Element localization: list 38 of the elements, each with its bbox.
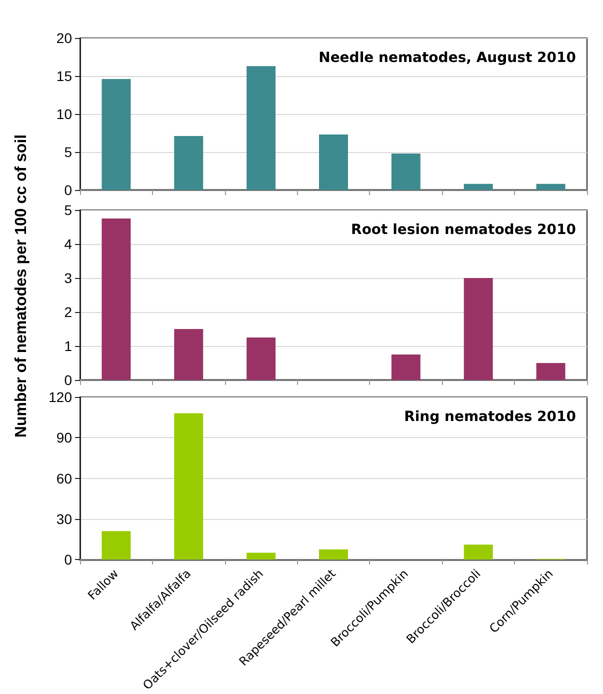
text: Needle nematodes, August 2010: [318, 50, 576, 66]
y-tick-label: 4: [64, 236, 72, 252]
y-tick-label: 5: [64, 202, 72, 218]
y-tick-label: 0: [64, 372, 72, 388]
bar: [246, 552, 276, 560]
text: Ring nematodes 2010: [404, 409, 576, 425]
bar: [174, 413, 204, 560]
bar: [464, 184, 493, 190]
y-tick-label: 5: [64, 144, 72, 160]
bar: [536, 184, 566, 190]
y-tick-label: 60: [56, 470, 72, 486]
y-tick-label: 90: [56, 430, 72, 446]
text: Root lesion nematodes 2010: [351, 222, 576, 238]
y-tick-label: 0: [64, 552, 72, 568]
y-tick-label: 30: [56, 510, 72, 527]
bar: [464, 544, 493, 560]
y-tick-label: 20: [56, 30, 72, 46]
bar: [391, 154, 420, 190]
bar: [102, 79, 131, 190]
y-axis-title: Number of nematodes per 100 cc of soil: [13, 134, 31, 438]
bar: [391, 354, 420, 380]
bar: [536, 363, 566, 380]
bar: [319, 549, 348, 560]
bar: [174, 329, 204, 380]
y-tick-label: 1: [64, 338, 72, 354]
bar: [319, 134, 348, 190]
bar: [174, 136, 204, 190]
y-tick-label: 3: [64, 270, 72, 286]
bar: [102, 531, 131, 560]
y-tick-label: 2: [64, 304, 72, 320]
bar: [464, 278, 493, 380]
bar: [102, 218, 131, 380]
bar: [246, 338, 276, 380]
y-tick-label: 0: [64, 182, 72, 198]
bar: [246, 66, 276, 190]
y-tick-label: 120: [48, 389, 72, 405]
y-tick-label: 15: [56, 68, 72, 84]
y-tick-label: 10: [56, 106, 72, 122]
